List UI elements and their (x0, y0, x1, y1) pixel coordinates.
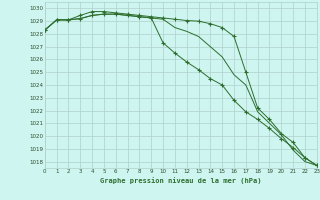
X-axis label: Graphe pression niveau de la mer (hPa): Graphe pression niveau de la mer (hPa) (100, 177, 261, 184)
